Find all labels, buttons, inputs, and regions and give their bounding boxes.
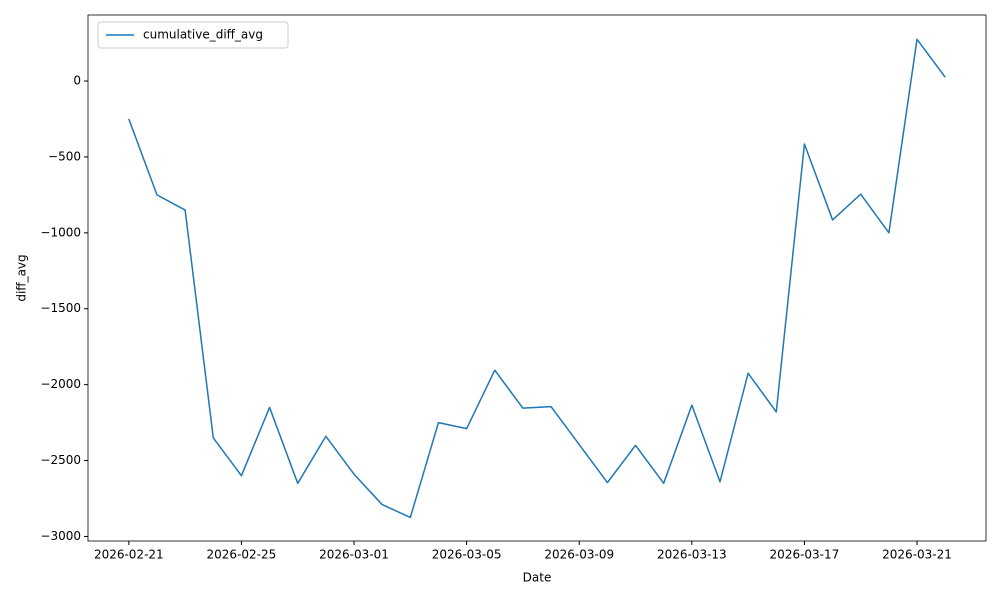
x-tick-label: 2026-03-09 bbox=[544, 548, 614, 562]
axes-frame bbox=[87, 14, 987, 542]
y-tick-label: 0 bbox=[73, 74, 81, 88]
y-axis-label: diff_avg bbox=[15, 254, 29, 301]
y-tick-label: −500 bbox=[48, 149, 81, 163]
y-tick-label: −1000 bbox=[40, 225, 81, 239]
x-tick-label: 2026-02-25 bbox=[207, 548, 277, 562]
x-tick-label: 2026-02-21 bbox=[94, 548, 164, 562]
x-tick-label: 2026-03-17 bbox=[770, 548, 840, 562]
x-tick-label: 2026-03-21 bbox=[882, 548, 952, 562]
y-tick-label: −2500 bbox=[40, 453, 81, 467]
x-axis-label: Date bbox=[523, 571, 552, 585]
legend-box bbox=[97, 21, 289, 49]
x-tick-label: 2026-03-05 bbox=[432, 548, 502, 562]
y-tick-label: −1500 bbox=[40, 301, 81, 315]
legend-label: cumulative_diff_avg bbox=[143, 28, 263, 42]
y-tick-label: −2000 bbox=[40, 377, 81, 391]
y-tick-label: −3000 bbox=[40, 529, 81, 543]
x-tick-label: 2026-03-01 bbox=[319, 548, 389, 562]
x-tick-label: 2026-03-13 bbox=[657, 548, 727, 562]
line bbox=[128, 38, 946, 519]
